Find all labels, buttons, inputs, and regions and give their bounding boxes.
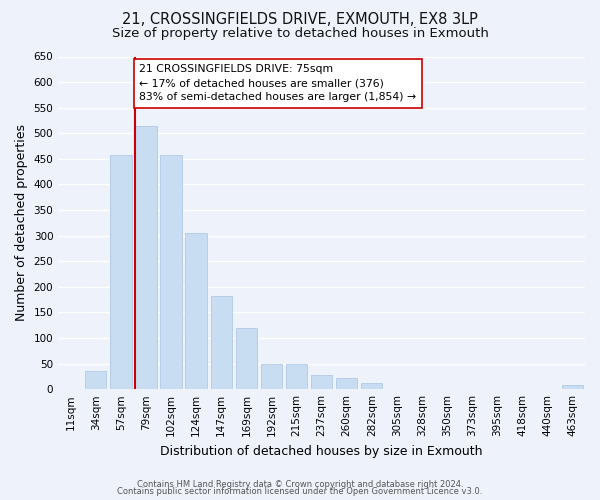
Bar [185,233,207,389]
Bar [562,385,583,389]
Bar [136,126,157,389]
Bar [261,364,282,389]
Text: Contains public sector information licensed under the Open Government Licence v3: Contains public sector information licen… [118,487,482,496]
Bar [286,364,307,389]
Text: 21 CROSSINGFIELDS DRIVE: 75sqm
← 17% of detached houses are smaller (376)
83% of: 21 CROSSINGFIELDS DRIVE: 75sqm ← 17% of … [139,64,416,102]
Bar [160,155,182,389]
Bar [110,155,131,389]
Y-axis label: Number of detached properties: Number of detached properties [15,124,28,322]
X-axis label: Distribution of detached houses by size in Exmouth: Distribution of detached houses by size … [160,444,483,458]
Text: Contains HM Land Registry data © Crown copyright and database right 2024.: Contains HM Land Registry data © Crown c… [137,480,463,489]
Text: 21, CROSSINGFIELDS DRIVE, EXMOUTH, EX8 3LP: 21, CROSSINGFIELDS DRIVE, EXMOUTH, EX8 3… [122,12,478,28]
Bar [361,382,382,389]
Text: Size of property relative to detached houses in Exmouth: Size of property relative to detached ho… [112,26,488,40]
Bar [211,296,232,389]
Bar [336,378,358,389]
Bar [85,372,106,389]
Bar [311,375,332,389]
Bar [236,328,257,389]
